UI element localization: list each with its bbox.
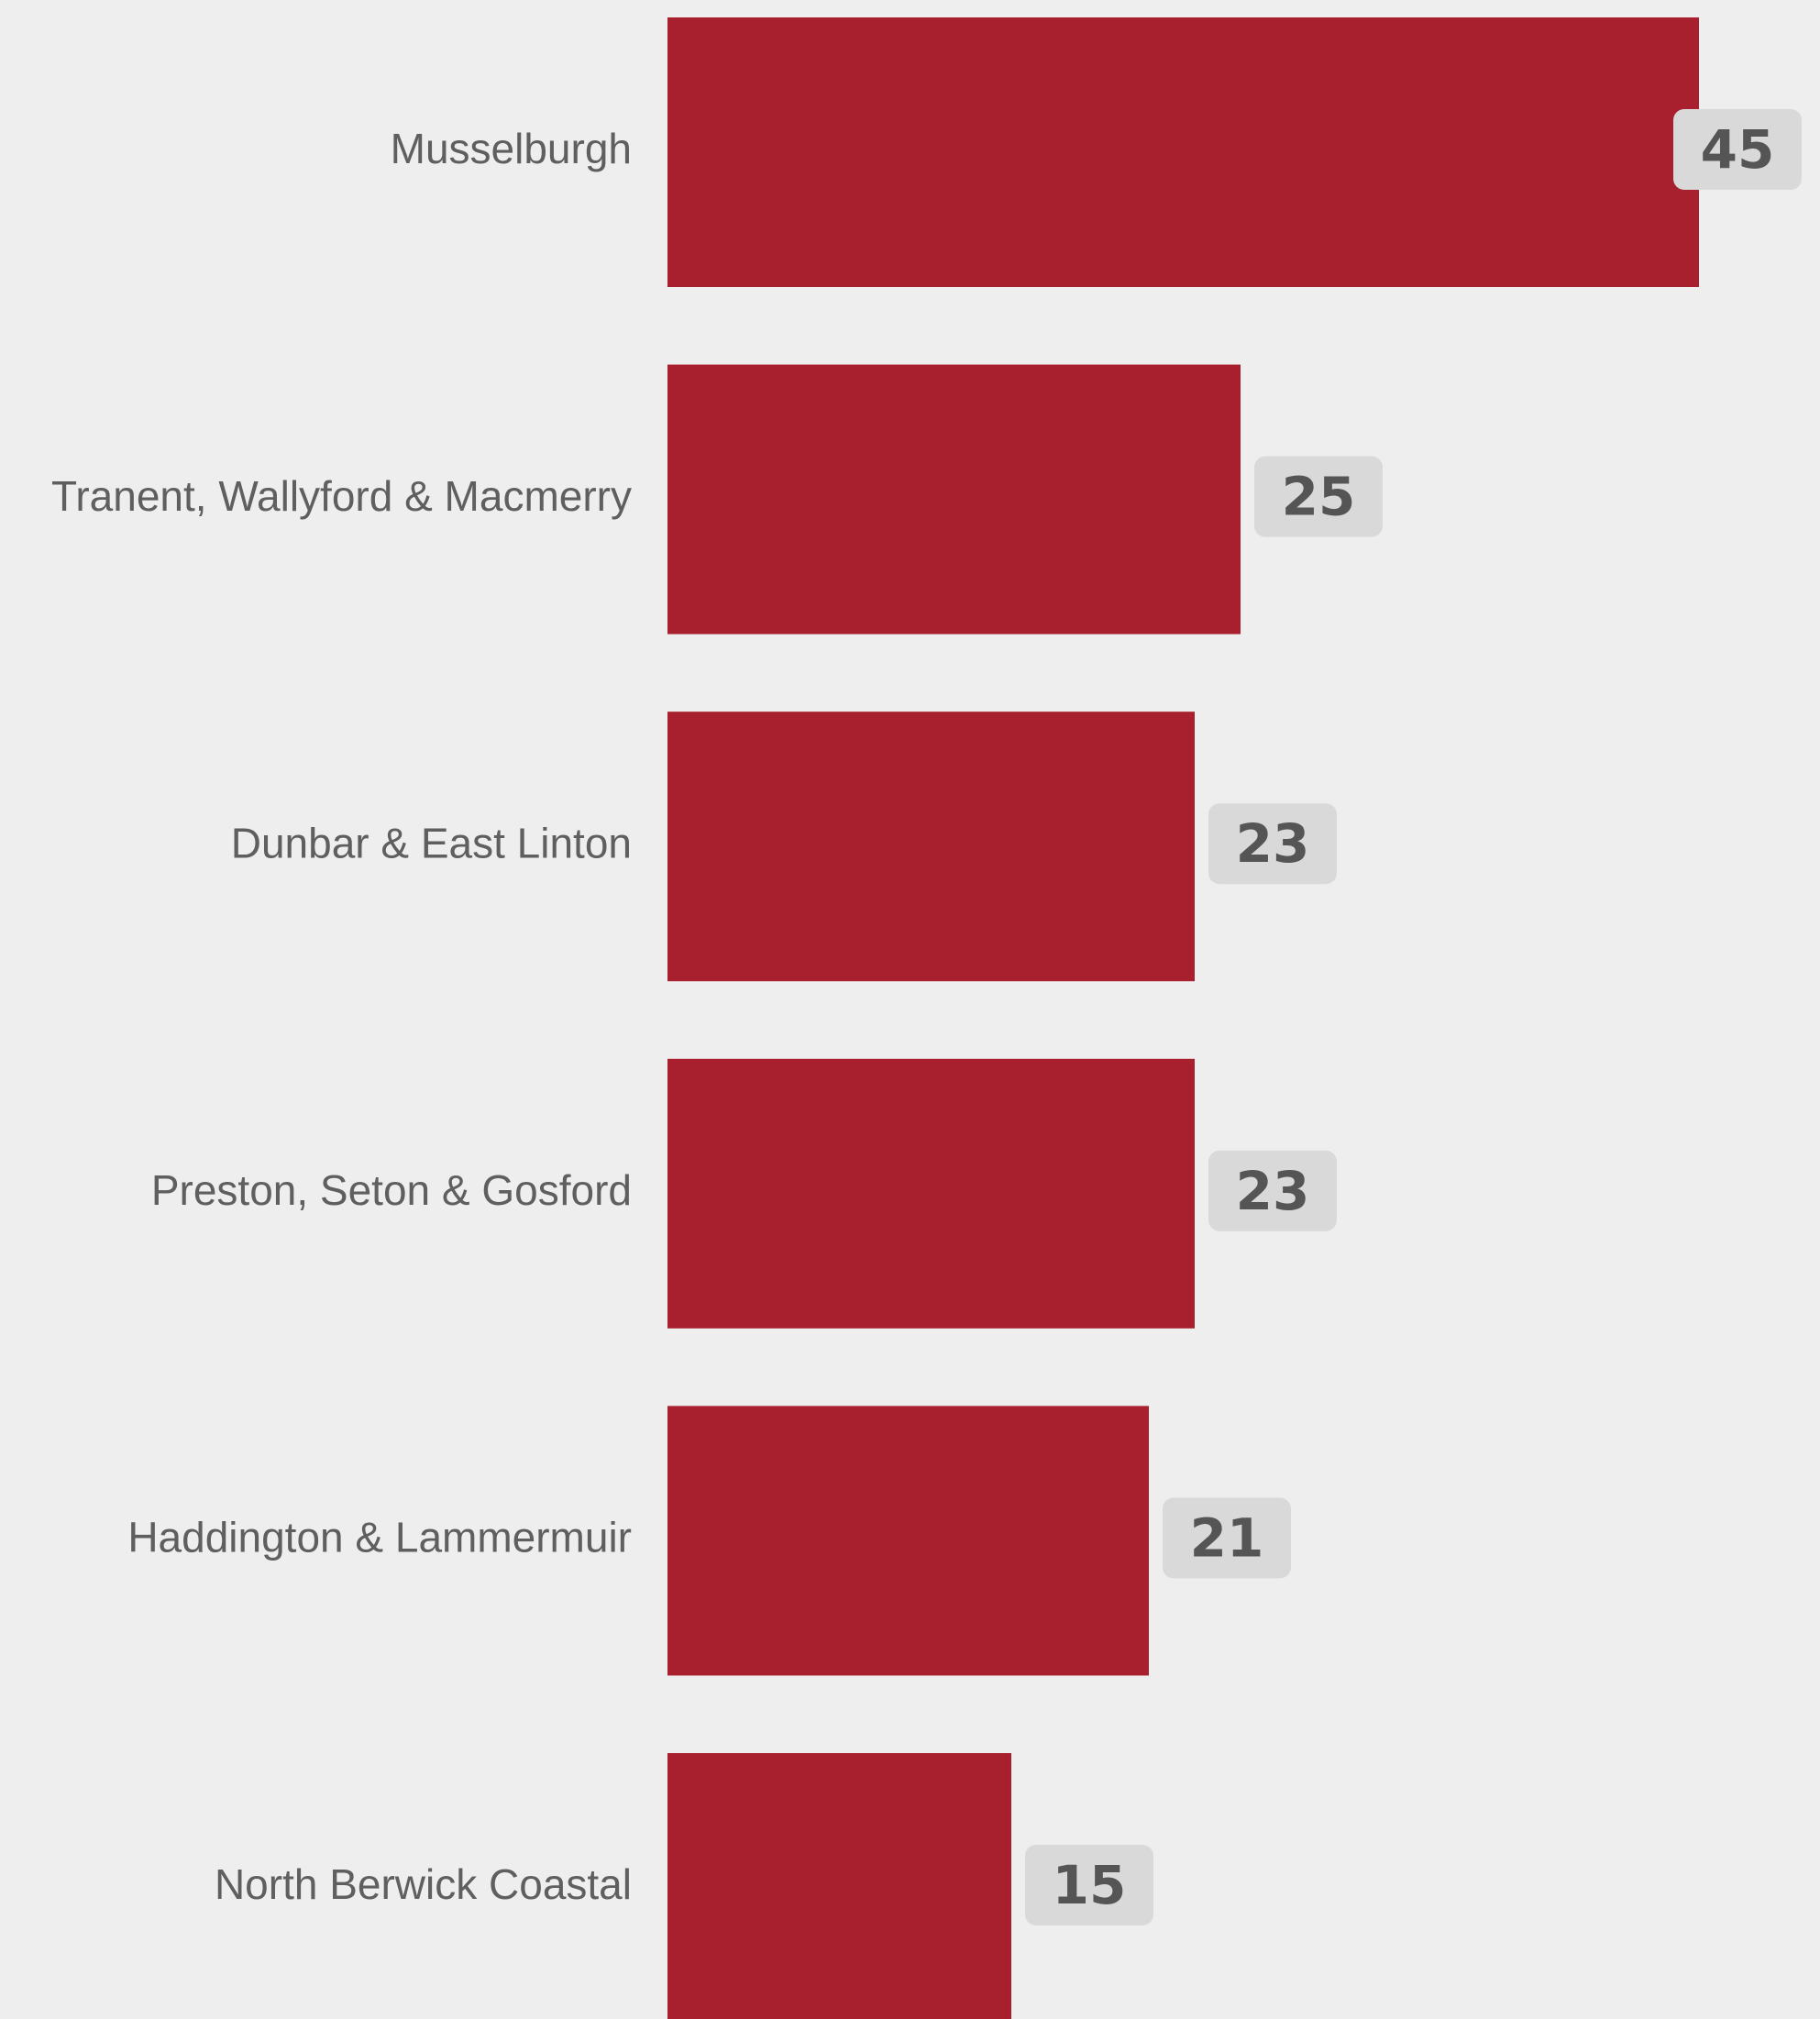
labels-layer: Musselburgh 45 Tranent, Wallyford & Macmer… [51,109,1802,1925]
bar-3 [667,1058,1195,1329]
value-badge-2 [1208,803,1337,885]
category-label-0: Musselburgh [391,125,632,172]
value-label-3: 23 [1236,1160,1310,1222]
value-label-5: 15 [1053,1854,1127,1916]
category-label-1: Tranent, Wallyford & Macmerry [51,472,632,520]
value-badge-0 [1673,109,1802,190]
value-label-4: 21 [1190,1506,1264,1569]
value-badge-5 [1025,1845,1153,1925]
bar-0 [667,17,1699,287]
category-label-3: Preston, Seton & Gosford [151,1166,632,1214]
value-label-1: 25 [1282,466,1356,528]
value-badge-3 [1208,1150,1337,1231]
value-badge-4 [1163,1497,1291,1579]
category-label-2: Dunbar & East Linton [231,819,632,866]
category-label-4: Haddington & Lammermuir [127,1514,632,1561]
bar-2 [667,712,1195,982]
value-badge-1 [1254,456,1383,537]
bar-1 [667,364,1241,634]
category-label-5: North Berwick Coastal [215,1860,632,1908]
bar-4 [667,1406,1149,1676]
value-label-0: 45 [1701,118,1775,181]
bar-5 [667,1753,1011,2019]
value-label-2: 23 [1236,812,1310,875]
bars-layer [667,17,1699,2019]
